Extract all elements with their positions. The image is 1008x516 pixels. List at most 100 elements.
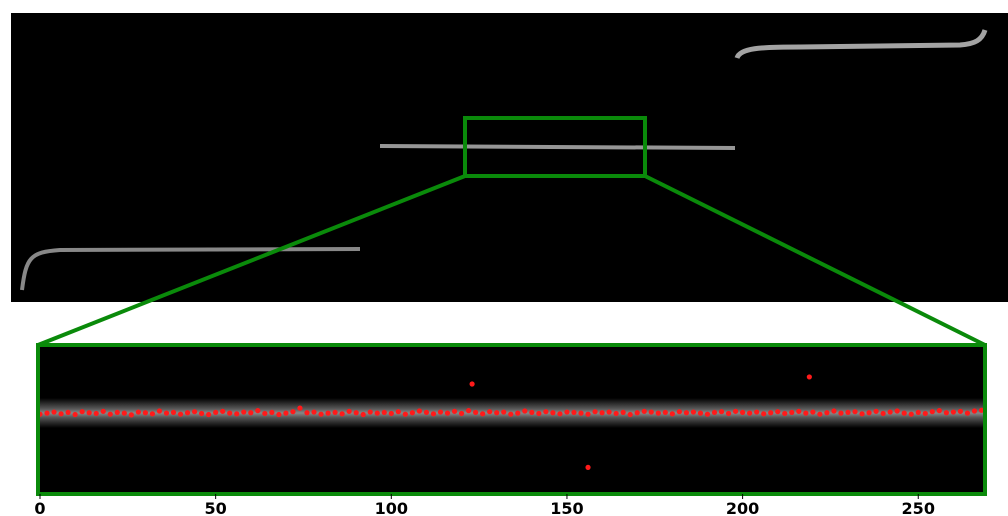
point bbox=[613, 410, 619, 417]
point bbox=[515, 410, 521, 416]
point bbox=[662, 409, 668, 416]
point bbox=[676, 409, 682, 415]
point bbox=[803, 410, 809, 416]
point bbox=[655, 410, 661, 416]
point bbox=[248, 410, 254, 416]
point bbox=[402, 411, 408, 417]
point bbox=[536, 410, 542, 417]
point bbox=[409, 410, 415, 416]
point bbox=[571, 409, 577, 416]
point bbox=[690, 409, 697, 415]
point bbox=[725, 410, 732, 417]
point bbox=[220, 408, 226, 414]
point bbox=[128, 412, 134, 418]
point bbox=[747, 410, 753, 416]
point bbox=[873, 408, 879, 414]
point bbox=[508, 411, 514, 417]
point bbox=[107, 411, 113, 417]
point bbox=[416, 408, 423, 414]
point bbox=[353, 410, 359, 416]
point bbox=[782, 410, 788, 417]
point bbox=[817, 411, 823, 417]
point bbox=[915, 409, 921, 416]
point bbox=[304, 410, 310, 416]
point bbox=[936, 408, 942, 414]
point bbox=[465, 408, 472, 414]
point bbox=[100, 408, 106, 414]
point bbox=[957, 408, 964, 414]
point bbox=[704, 411, 711, 417]
point bbox=[732, 408, 739, 414]
point bbox=[311, 409, 317, 415]
point bbox=[241, 409, 247, 415]
zoom-box bbox=[463, 116, 647, 178]
point bbox=[269, 409, 275, 416]
point bbox=[65, 409, 71, 416]
kymograph bbox=[11, 13, 1008, 302]
point bbox=[775, 409, 781, 415]
point bbox=[550, 410, 556, 416]
point bbox=[388, 410, 394, 417]
x-tick-label: 100 bbox=[375, 499, 408, 516]
point bbox=[929, 409, 935, 415]
point bbox=[971, 408, 978, 414]
track-2 bbox=[379, 144, 736, 150]
x-tick-label: 150 bbox=[550, 499, 583, 516]
point bbox=[480, 411, 486, 417]
inset-frame bbox=[36, 343, 987, 496]
point bbox=[360, 411, 366, 418]
point bbox=[381, 409, 387, 416]
point bbox=[191, 409, 198, 415]
point bbox=[494, 410, 500, 416]
point bbox=[964, 410, 971, 416]
point bbox=[894, 408, 900, 414]
point bbox=[978, 407, 985, 413]
point bbox=[718, 409, 725, 415]
point bbox=[44, 410, 50, 416]
point bbox=[451, 408, 458, 414]
point bbox=[332, 409, 338, 416]
point bbox=[206, 411, 212, 418]
point bbox=[557, 411, 563, 417]
point bbox=[213, 409, 219, 416]
point bbox=[585, 411, 591, 417]
point bbox=[683, 410, 689, 416]
point bbox=[852, 409, 858, 415]
point bbox=[943, 410, 949, 416]
point bbox=[290, 409, 296, 415]
point bbox=[184, 410, 191, 416]
point bbox=[796, 408, 802, 414]
point bbox=[135, 409, 141, 415]
point bbox=[697, 410, 704, 416]
point bbox=[72, 411, 78, 418]
point bbox=[831, 408, 837, 414]
point bbox=[754, 409, 760, 415]
point bbox=[469, 381, 475, 387]
point bbox=[423, 409, 430, 416]
point bbox=[669, 411, 675, 417]
point bbox=[761, 411, 767, 417]
x-tick-label: 0 bbox=[34, 499, 45, 516]
point bbox=[543, 409, 549, 415]
point bbox=[859, 411, 865, 417]
point bbox=[458, 410, 465, 417]
x-tick-label: 200 bbox=[726, 499, 759, 516]
point bbox=[339, 411, 345, 417]
track-1 bbox=[20, 247, 361, 291]
point bbox=[86, 410, 92, 416]
point bbox=[346, 408, 352, 414]
point bbox=[262, 410, 268, 417]
point bbox=[198, 410, 205, 417]
point bbox=[887, 409, 893, 415]
point bbox=[473, 409, 479, 416]
point bbox=[444, 410, 451, 416]
point bbox=[901, 410, 907, 416]
point bbox=[325, 410, 331, 416]
point bbox=[592, 409, 598, 415]
point bbox=[599, 410, 605, 416]
point bbox=[430, 411, 437, 417]
point bbox=[564, 409, 570, 415]
x-tick-label: 50 bbox=[205, 499, 227, 516]
point bbox=[606, 409, 612, 415]
